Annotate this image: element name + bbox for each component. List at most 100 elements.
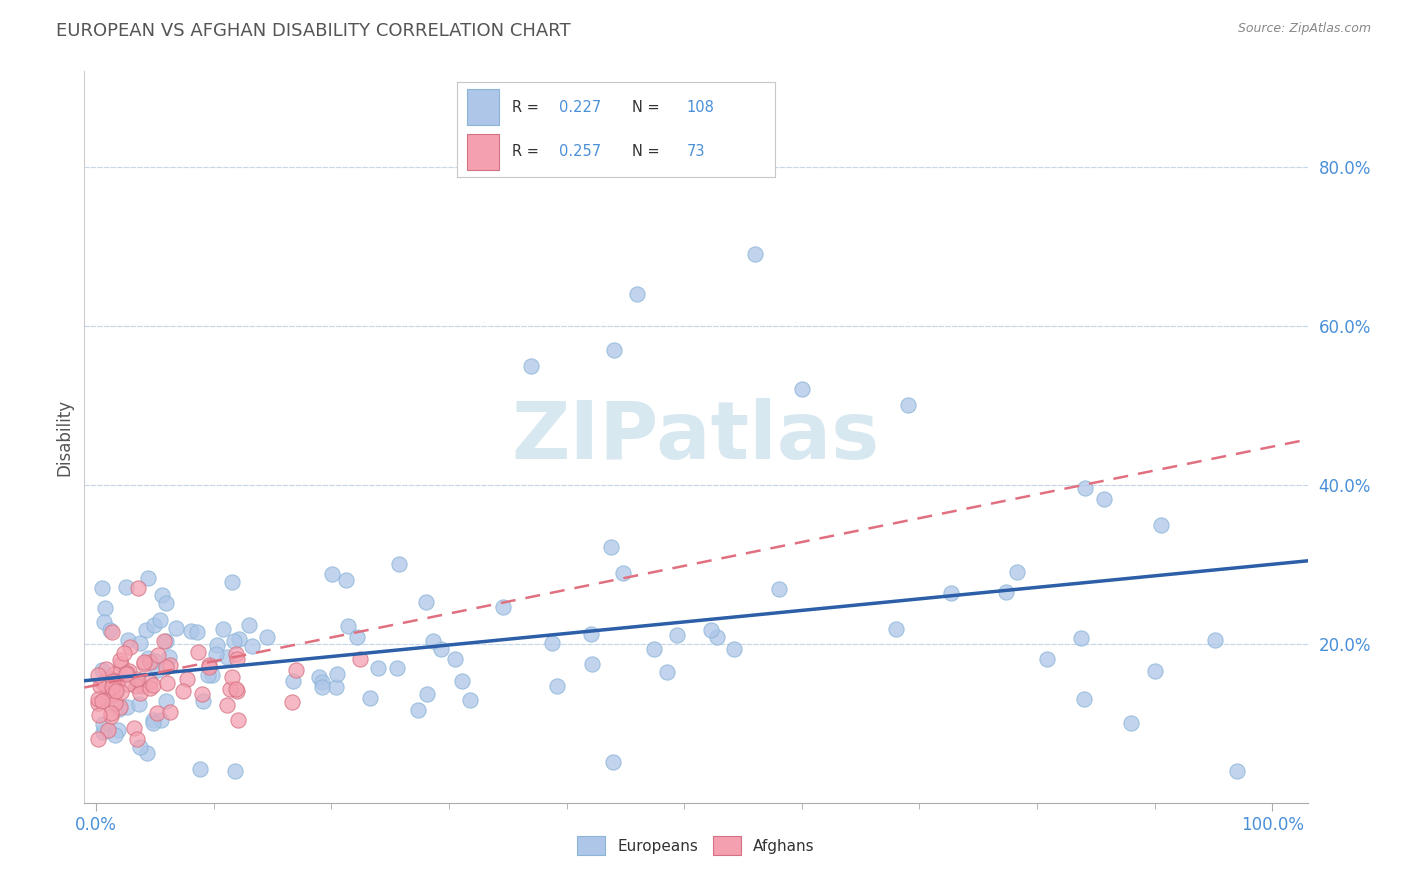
Point — [128, 697, 150, 711]
Point — [897, 398, 920, 412]
Point — [225, 681, 247, 696]
Point — [125, 732, 148, 747]
Point — [107, 723, 129, 737]
Point — [142, 713, 165, 727]
Point — [706, 630, 728, 644]
Point — [520, 359, 543, 373]
Text: ZIPatlas: ZIPatlas — [512, 398, 880, 476]
Point — [612, 566, 634, 580]
Point — [995, 584, 1018, 599]
Point — [1121, 716, 1143, 731]
Point — [104, 728, 127, 742]
Point — [91, 694, 114, 708]
Point — [665, 627, 688, 641]
Point — [226, 651, 249, 665]
Point — [197, 668, 219, 682]
Point — [188, 762, 211, 776]
Point — [415, 595, 437, 609]
Point — [118, 640, 141, 655]
Point — [155, 633, 177, 648]
Point — [146, 648, 169, 662]
Point — [91, 676, 114, 690]
Text: Source: ZipAtlas.com: Source: ZipAtlas.com — [1237, 22, 1371, 36]
Point — [138, 655, 160, 669]
Point — [321, 567, 343, 582]
Point — [125, 672, 148, 686]
Point — [226, 713, 249, 727]
Point — [97, 723, 120, 737]
Point — [110, 653, 132, 667]
Point — [145, 654, 167, 668]
Point — [159, 706, 181, 720]
Point — [1204, 633, 1226, 648]
Point — [492, 600, 515, 615]
Point — [98, 623, 121, 637]
Point — [142, 716, 165, 731]
Point — [118, 665, 141, 679]
Point — [96, 679, 118, 693]
Point — [135, 623, 157, 637]
Point — [311, 681, 333, 695]
Point — [155, 660, 177, 674]
Point — [127, 675, 149, 690]
Point — [107, 701, 129, 715]
Point — [176, 673, 198, 687]
Point — [105, 676, 128, 690]
Point — [97, 676, 120, 690]
Point — [1070, 632, 1092, 646]
Point — [135, 746, 157, 760]
Point — [110, 657, 132, 671]
Point — [191, 694, 214, 708]
Point — [884, 623, 907, 637]
Point — [104, 696, 127, 710]
Point — [114, 580, 136, 594]
Point — [212, 622, 235, 636]
Point — [115, 700, 138, 714]
Point — [91, 581, 114, 595]
Point — [122, 721, 145, 735]
Point — [156, 676, 179, 690]
Point — [602, 343, 624, 357]
Point — [1149, 517, 1171, 532]
Point — [280, 695, 302, 709]
Point — [89, 679, 111, 693]
Point — [283, 673, 305, 688]
Point — [744, 247, 766, 261]
Point — [546, 679, 568, 693]
Text: EUROPEAN VS AFGHAN DISABILITY CORRELATION CHART: EUROPEAN VS AFGHAN DISABILITY CORRELATIO… — [56, 22, 571, 40]
Point — [138, 571, 160, 585]
Point — [643, 641, 665, 656]
Point — [94, 601, 117, 615]
Point — [205, 638, 228, 652]
Point — [1226, 764, 1249, 778]
Point — [132, 655, 155, 669]
Point — [240, 640, 263, 654]
Point — [429, 642, 451, 657]
Point — [139, 681, 162, 695]
Point — [657, 665, 679, 679]
Point — [100, 709, 122, 723]
Point — [101, 624, 124, 639]
Point — [142, 678, 165, 692]
Point — [157, 650, 180, 665]
Point — [87, 668, 110, 682]
Point — [152, 634, 174, 648]
Point — [198, 660, 221, 674]
Point — [180, 624, 202, 638]
Point — [1073, 692, 1095, 706]
Point — [699, 624, 721, 638]
Point — [367, 661, 389, 675]
Point — [142, 618, 165, 632]
Point — [93, 615, 115, 630]
Point — [87, 708, 110, 723]
Point — [91, 663, 114, 677]
Point — [444, 652, 467, 666]
Point — [129, 686, 152, 700]
Point — [941, 585, 963, 599]
Point — [256, 630, 278, 644]
Point — [221, 670, 243, 684]
Point — [222, 634, 245, 648]
Point — [87, 732, 110, 747]
Point — [385, 660, 408, 674]
Point — [191, 687, 214, 701]
